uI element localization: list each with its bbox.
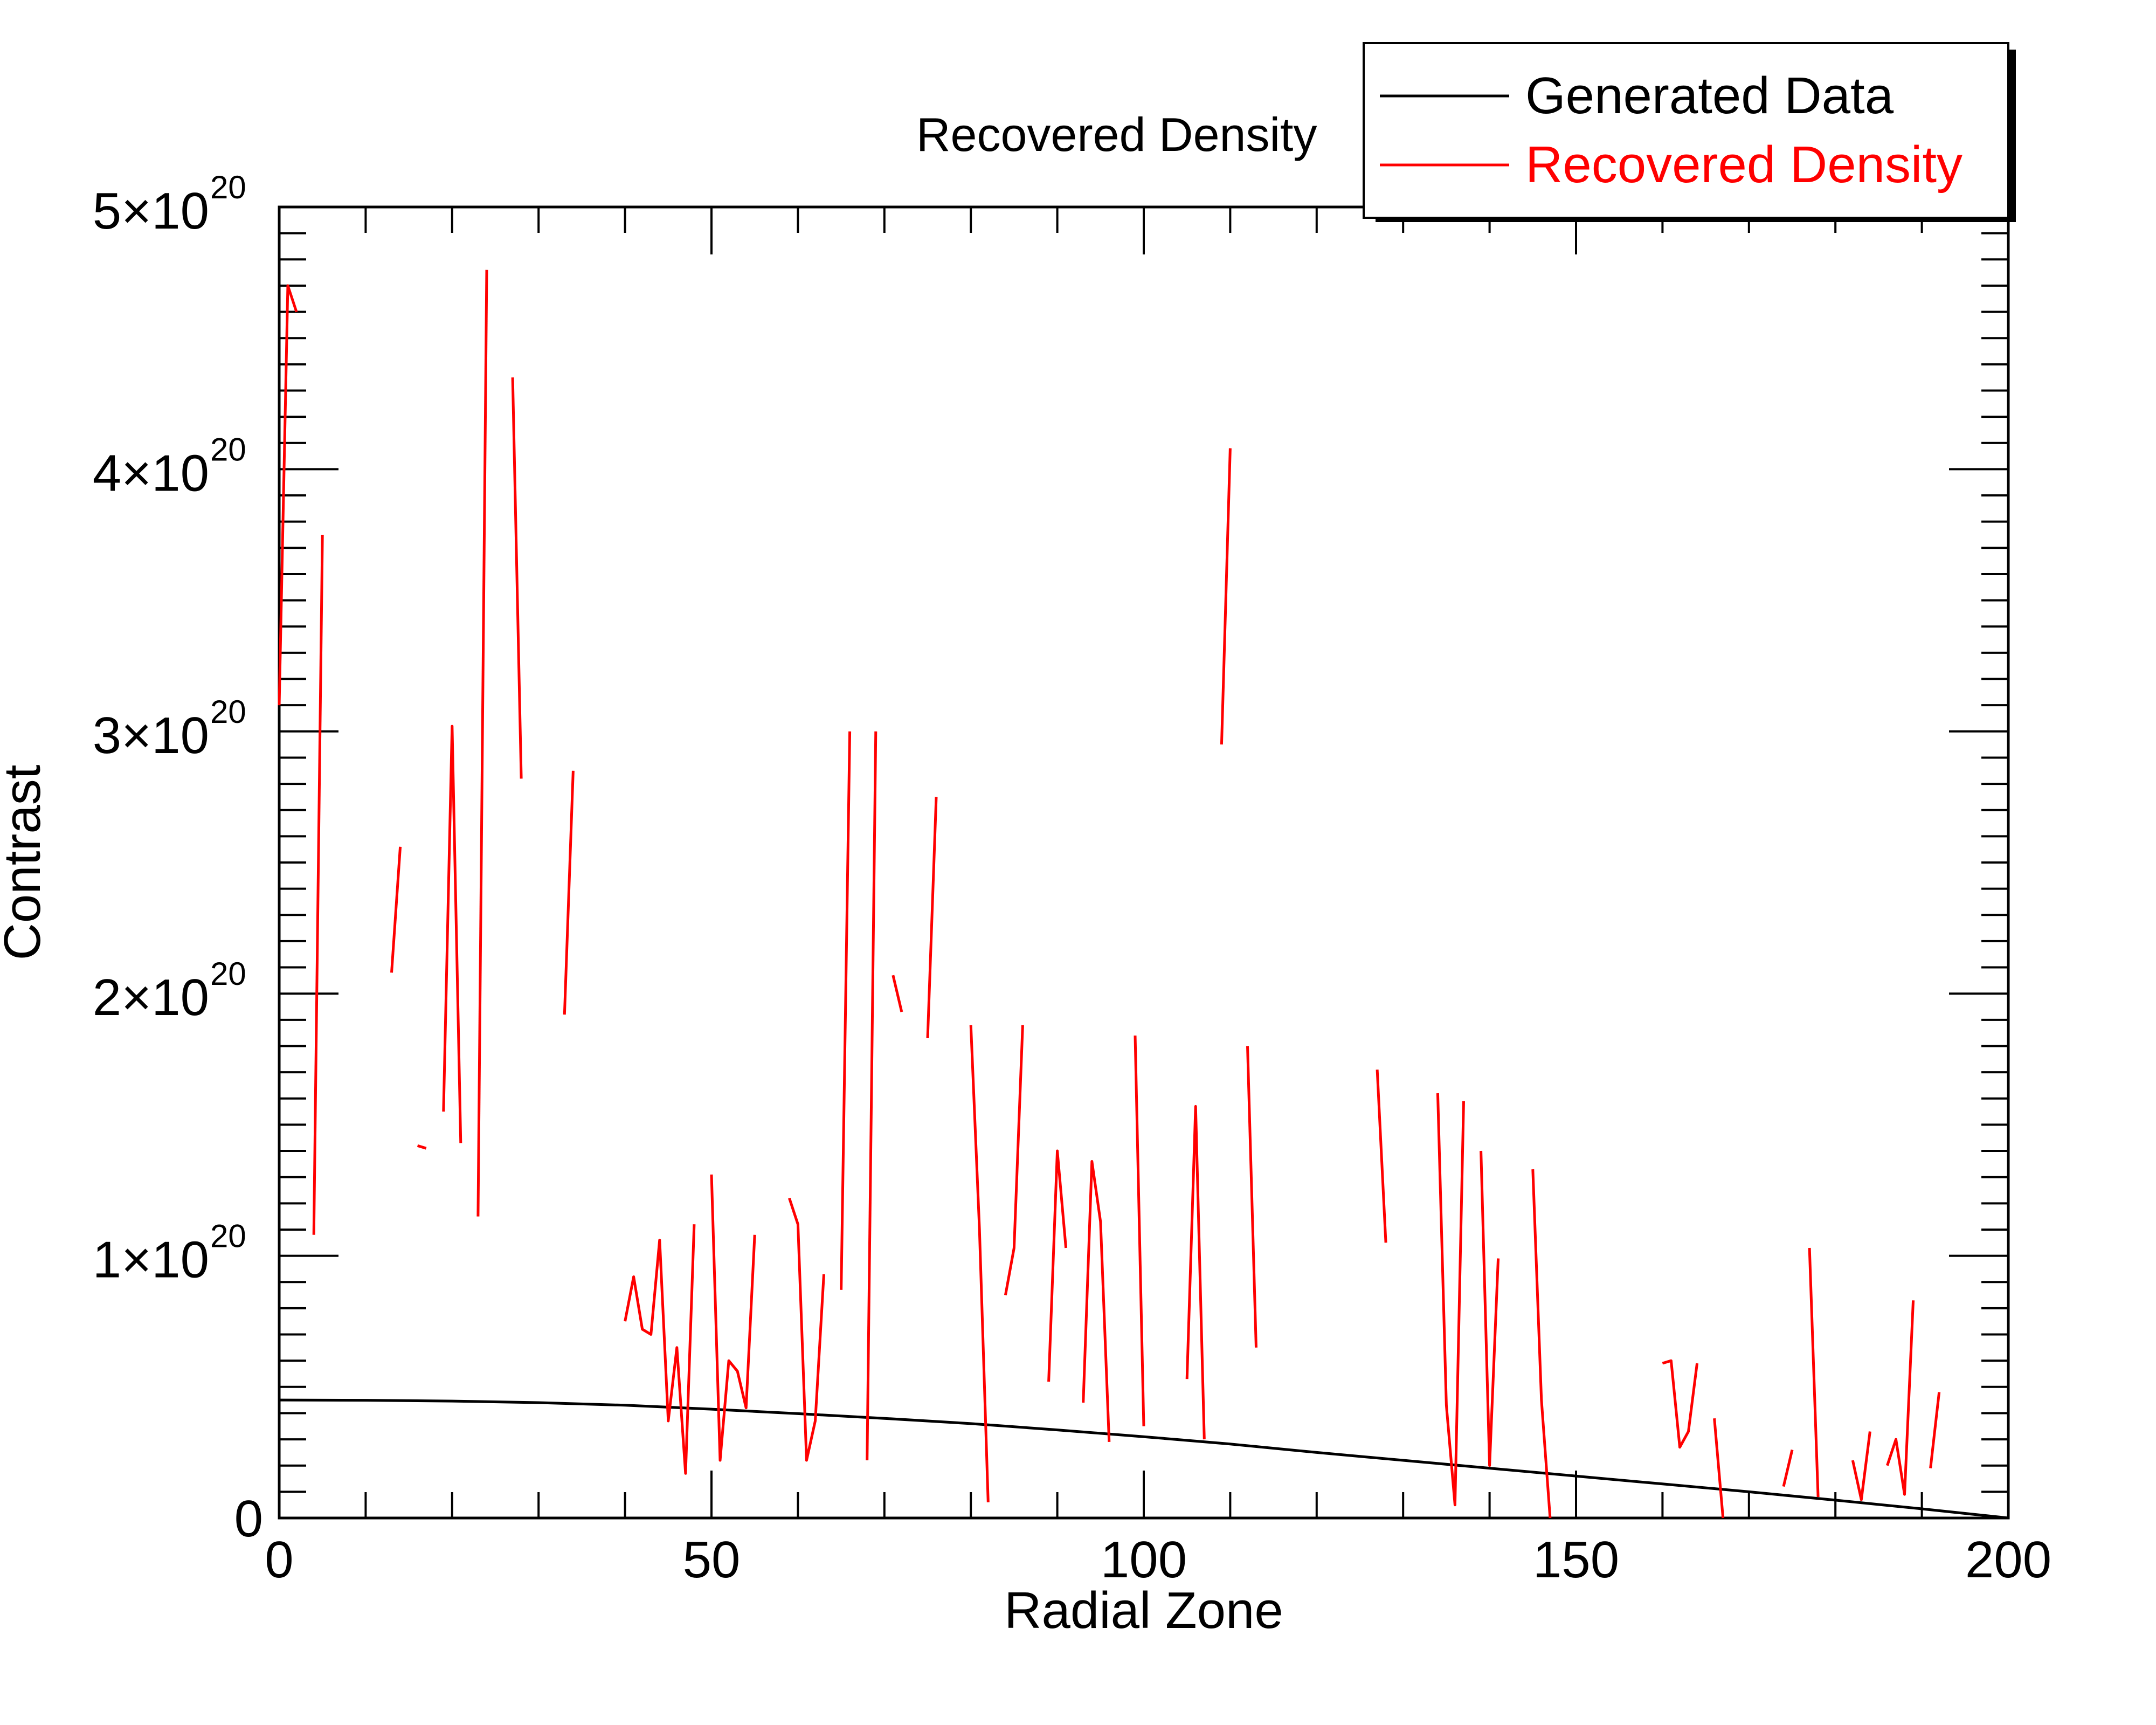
recovered-density-segment <box>1782 1449 1794 1487</box>
legend-label: Generated Data <box>1525 67 1894 125</box>
recovered-density-segment <box>892 975 903 1012</box>
x-tick-label: 200 <box>1965 1531 2051 1589</box>
recovered-density-segment <box>1713 1418 1725 1519</box>
recovered-density-segment <box>624 1224 696 1475</box>
recovered-density-segment <box>1662 1359 1699 1449</box>
recovered-density-segment <box>442 724 462 1143</box>
recovered-density-segment <box>1531 1169 1552 1519</box>
y-tick-label: 0 <box>234 1490 263 1548</box>
chart-title: Recovered Density <box>916 108 1317 161</box>
y-tick-label: 2×10 <box>93 969 209 1026</box>
recovered-density-segment <box>563 770 575 1015</box>
recovered-density-segment <box>1480 1150 1500 1467</box>
y-tick-label: 1×10 <box>93 1231 209 1289</box>
recovered-density-segment <box>1185 1105 1206 1440</box>
legend-label: Recovered Density <box>1525 136 1962 194</box>
recovered-density-segment <box>312 534 324 1235</box>
legend: Generated Data Recovered Density <box>1363 42 2016 222</box>
y-axis-label: Contrast <box>0 765 51 961</box>
recovered-density-segment <box>1808 1247 1820 1498</box>
recovered-density-segment <box>969 1025 990 1502</box>
y-tick-label: 4×10 <box>93 444 209 502</box>
series-recovered-density <box>278 270 1941 1519</box>
recovered-density-segment <box>417 1144 427 1150</box>
x-tick-label: 0 <box>265 1531 293 1589</box>
recovered-density-segment <box>1436 1093 1465 1507</box>
legend-items: Generated Data Recovered Density <box>1380 67 1962 194</box>
recovered-density-segment <box>710 1174 756 1462</box>
y-tick-exponent: 20 <box>210 956 246 992</box>
y-tick-label: 3×10 <box>93 707 209 764</box>
recovered-density-segment <box>278 284 298 706</box>
recovered-density-segment <box>788 1197 825 1462</box>
y-tick-exponent: 20 <box>210 431 246 467</box>
recovered-density-segment <box>476 270 488 1217</box>
series-layer <box>278 270 2009 1520</box>
y-tick-exponent: 20 <box>210 1218 246 1254</box>
recovered-density-segment <box>1220 448 1232 745</box>
recovered-density-segment <box>840 731 852 1290</box>
x-tick-label: 150 <box>1533 1531 1619 1589</box>
legend-box <box>1363 42 2009 219</box>
y-tick-label: 5×10 <box>93 182 209 240</box>
recovered-density-segment <box>1376 1070 1387 1243</box>
recovered-density-segment <box>1134 1035 1145 1426</box>
recovered-density-segment <box>1246 1046 1257 1348</box>
recovered-density-segment <box>390 846 402 973</box>
recovered-density-segment <box>1886 1300 1915 1496</box>
recovered-density-segment <box>1047 1149 1068 1382</box>
recovered-density-segment <box>1004 1025 1024 1296</box>
recovered-density-segment <box>1082 1160 1111 1442</box>
x-axis-label: Radial Zone <box>1004 1582 1283 1639</box>
x-tick-label: 50 <box>683 1531 741 1589</box>
recovered-density-segment <box>1851 1431 1871 1501</box>
recovered-density-segment <box>866 731 877 1461</box>
x-tick-label: 100 <box>1101 1531 1187 1589</box>
recovered-density-segment <box>926 797 938 1038</box>
y-tick-exponent: 20 <box>210 169 246 205</box>
recovered-density-segment <box>1929 1392 1941 1468</box>
y-tick-exponent: 20 <box>210 694 246 730</box>
recovered-density-segment <box>511 377 523 779</box>
